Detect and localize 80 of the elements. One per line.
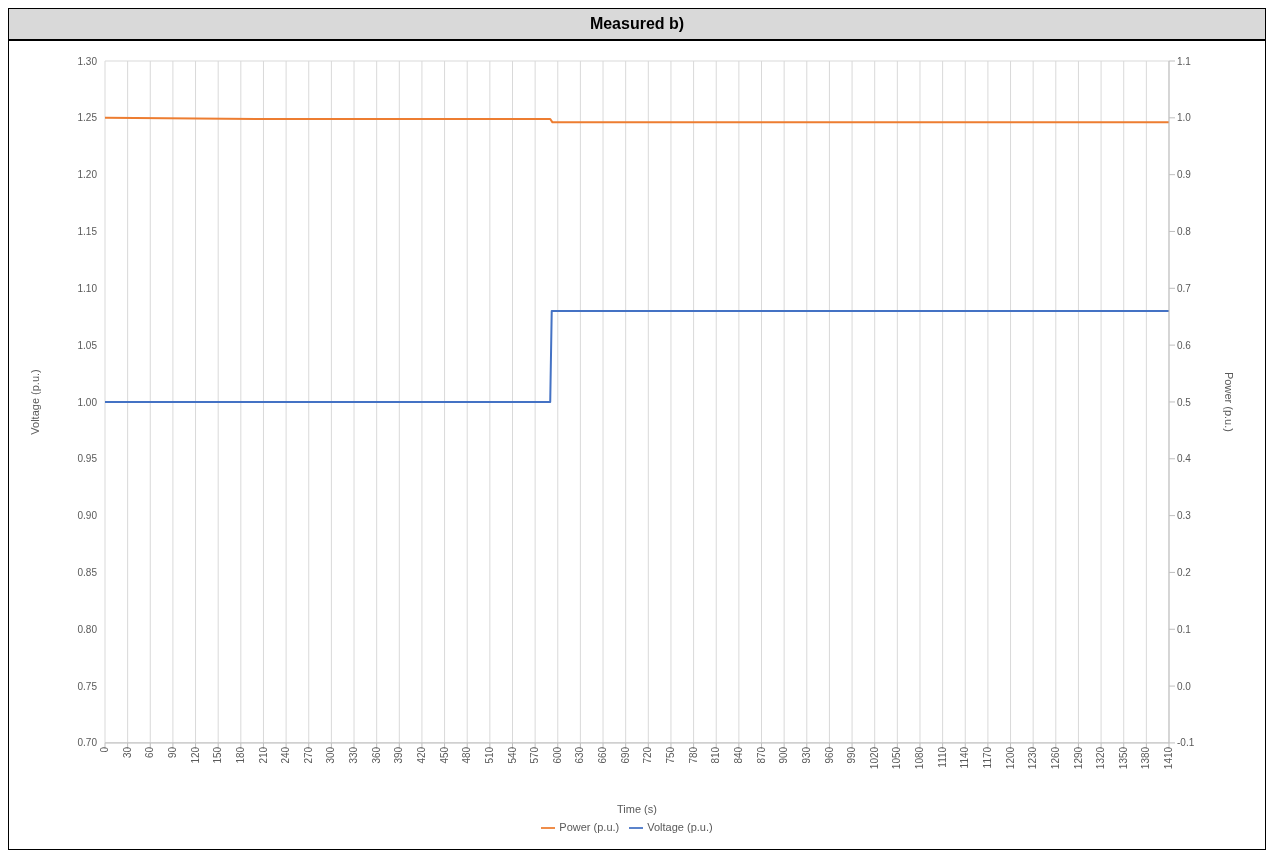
- x-tick-label: 1260: [1049, 746, 1061, 770]
- x-tick-label: 120: [189, 746, 201, 764]
- x-tick-label: 1230: [1027, 746, 1039, 770]
- x-tick-label: 810: [710, 746, 722, 764]
- x-tick-label: 1170: [981, 746, 993, 769]
- x-tick-label: 0: [99, 746, 111, 753]
- y2-tick-label: 1.0: [1177, 112, 1192, 124]
- x-tick-label: 1320: [1095, 746, 1107, 770]
- x-tick-label: 720: [642, 746, 654, 764]
- x-tick-label: 930: [800, 746, 812, 764]
- x-tick-label: 900: [778, 746, 790, 764]
- x-tick-label: 180: [234, 746, 246, 764]
- y-tick-label: 1.05: [77, 339, 98, 351]
- y2-tick-label: 0.0: [1177, 680, 1192, 692]
- x-tick-label: 1050: [891, 746, 903, 770]
- y-tick-label: 0.85: [77, 566, 98, 578]
- y-tick-label: 0.90: [77, 510, 98, 522]
- x-tick-label: 420: [416, 746, 428, 764]
- y-tick-label: 0.75: [77, 680, 98, 692]
- x-tick-label: 450: [438, 746, 450, 764]
- y-tick-label: 1.00: [77, 396, 98, 408]
- x-tick-label: 90: [167, 746, 179, 759]
- y2-tick-label: 0.7: [1177, 282, 1192, 294]
- x-tick-label: 390: [393, 746, 405, 764]
- y-tick-label: 1.20: [77, 169, 98, 181]
- y2-tick-label: 0.4: [1177, 453, 1192, 465]
- x-tick-label: 600: [551, 746, 563, 764]
- x-tick-label: 990: [846, 746, 858, 764]
- x-tick-label: 840: [732, 746, 744, 764]
- y-tick-label: 0.70: [77, 737, 98, 749]
- chart-title: Measured b): [9, 9, 1265, 41]
- x-tick-label: 1020: [868, 746, 880, 770]
- y-tick-label: 1.30: [77, 55, 98, 67]
- y-tick-label: 0.80: [77, 623, 98, 635]
- y-tick-label: 1.25: [77, 112, 98, 124]
- x-tick-label: 1140: [959, 746, 971, 769]
- x-tick-label: 780: [687, 746, 699, 764]
- x-tick-label: 630: [574, 746, 586, 764]
- x-tick-label: 150: [212, 746, 224, 764]
- y2-tick-label: -0.1: [1177, 737, 1195, 749]
- x-tick-label: 480: [461, 746, 473, 764]
- x-tick-label: 1410: [1163, 746, 1175, 770]
- y2-tick-label: 0.2: [1177, 566, 1192, 578]
- y-tick-label: 1.10: [77, 282, 98, 294]
- x-tick-label: 60: [144, 746, 156, 759]
- x-tick-label: 270: [302, 746, 314, 764]
- legend-label: Power (p.u.): [559, 820, 620, 833]
- x-tick-label: 360: [370, 746, 382, 764]
- y2-tick-label: 0.3: [1177, 510, 1192, 522]
- x-tick-label: 240: [280, 746, 292, 764]
- legend-label: Voltage (p.u.): [647, 820, 713, 833]
- y2-axis-title: Power (p.u.): [1223, 371, 1236, 432]
- x-tick-label: 30: [121, 746, 133, 759]
- x-tick-label: 570: [529, 746, 541, 764]
- x-tick-label: 690: [619, 746, 631, 764]
- x-tick-label: 960: [823, 746, 835, 764]
- x-tick-label: 870: [755, 746, 767, 764]
- y2-tick-label: 0.8: [1177, 226, 1192, 238]
- x-tick-label: 540: [506, 746, 518, 764]
- x-tick-label: 660: [597, 746, 609, 764]
- x-tick-label: 1380: [1140, 746, 1152, 770]
- y2-tick-label: 0.1: [1177, 623, 1192, 635]
- y-tick-label: 1.15: [77, 226, 98, 238]
- x-tick-label: 1290: [1072, 746, 1084, 770]
- x-tick-label: 330: [348, 746, 360, 764]
- x-tick-label: 1350: [1117, 746, 1129, 770]
- x-axis-title: Time (s): [617, 802, 657, 815]
- y-tick-label: 0.95: [77, 453, 98, 465]
- x-tick-label: 750: [665, 746, 677, 764]
- y2-tick-label: 0.9: [1177, 169, 1192, 181]
- x-tick-label: 300: [325, 746, 337, 764]
- x-tick-label: 1110: [936, 746, 948, 768]
- y-axis-title: Voltage (p.u.): [28, 369, 41, 435]
- y2-tick-label: 0.6: [1177, 339, 1192, 351]
- x-tick-label: 1080: [914, 746, 926, 770]
- x-tick-label: 210: [257, 746, 269, 764]
- y2-tick-label: 0.5: [1177, 396, 1192, 408]
- x-tick-label: 510: [483, 746, 495, 764]
- y2-tick-label: 1.1: [1177, 55, 1192, 67]
- x-tick-label: 1200: [1004, 746, 1016, 770]
